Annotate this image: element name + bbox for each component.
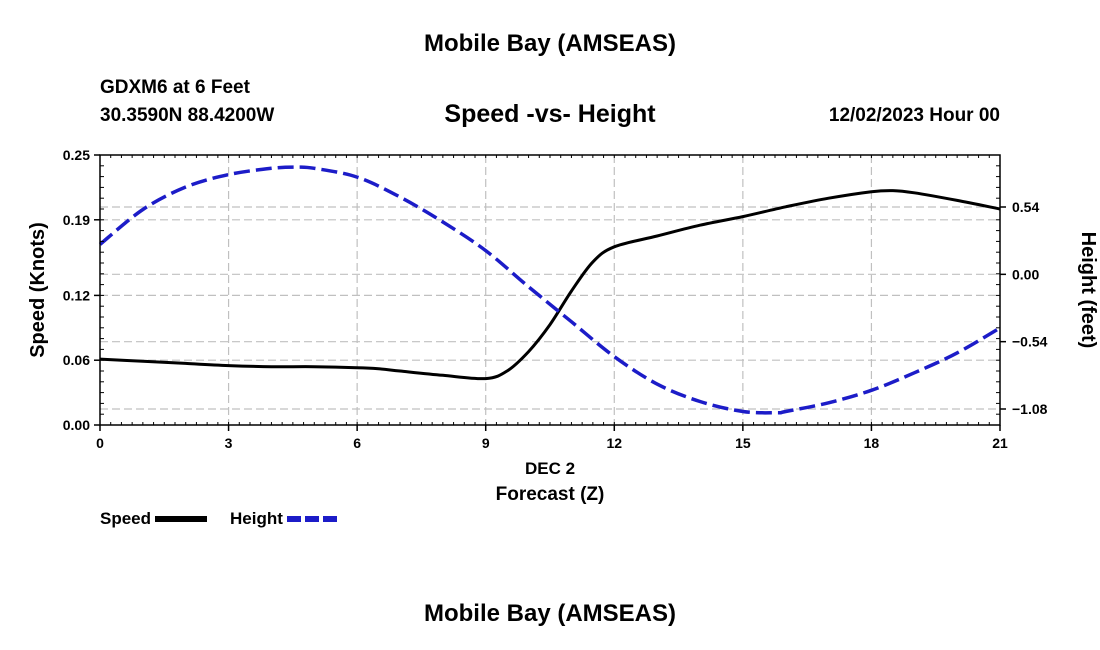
bottom-chart-title: Mobile Bay (AMSEAS): [423, 600, 677, 627]
grid: [100, 155, 1000, 425]
series-layer: [98, 165, 1001, 415]
x-tick-label: 3: [225, 435, 233, 451]
x-axis-label: Forecast (Z): [496, 484, 605, 505]
y-left-tick-label: 0.00: [63, 417, 90, 433]
series-speed-line: [99, 189, 1001, 381]
legend-height-label: Height: [230, 509, 283, 528]
y-right-tick-label: −1.08: [1012, 401, 1048, 417]
y-right-tick-label: −0.54: [1012, 334, 1048, 350]
y-left-tick-label: 0.12: [63, 287, 90, 303]
x-tick-label: 9: [482, 435, 490, 451]
datetime-label: 12/02/2023 Hour 00: [828, 105, 1000, 126]
chart-title: Mobile Bay (AMSEAS): [423, 30, 677, 57]
legend-speed-swatch: [155, 516, 208, 522]
y-left-tick-label: 0.25: [63, 147, 90, 163]
x-tick-label: 21: [992, 435, 1008, 451]
legend-speed: Speed: [100, 509, 208, 529]
x-tick-label: 12: [606, 435, 622, 451]
legend-height-swatch: [286, 516, 339, 522]
x-tick-label: 6: [353, 435, 361, 451]
y-axis-right-label: Height (feet): [1077, 232, 1099, 349]
chart-subtitle: Speed -vs- Height: [444, 100, 656, 128]
y-axis-left-label: Speed (Knots): [27, 222, 49, 358]
plot-frame: [99, 154, 1001, 426]
x-tick-label: 18: [864, 435, 880, 451]
legend-speed-label: Speed: [100, 509, 152, 528]
y-right-tick-label: 0.00: [1012, 266, 1039, 282]
coordinates-label: 30.3590N 88.4200W: [100, 105, 275, 126]
axes: 0 3 6 9 12 15 18 21 0.00 0.06 0.12 0.19 0.25 −1.08 −0.…: [63, 147, 1048, 451]
x-tick-label: 0: [96, 435, 104, 451]
x-tick-label: 15: [735, 435, 751, 451]
y-left-tick-label: 0.06: [63, 352, 90, 368]
legend-height: Height: [230, 509, 339, 529]
series-height-line: [98, 165, 1001, 415]
y-left-tick-label: 0.19: [63, 212, 90, 228]
x-axis-date-label: DEC 2: [525, 459, 575, 478]
y-right-tick-label: 0.54: [1012, 199, 1039, 215]
station-label: GDXM6 at 6 Feet: [100, 77, 250, 98]
